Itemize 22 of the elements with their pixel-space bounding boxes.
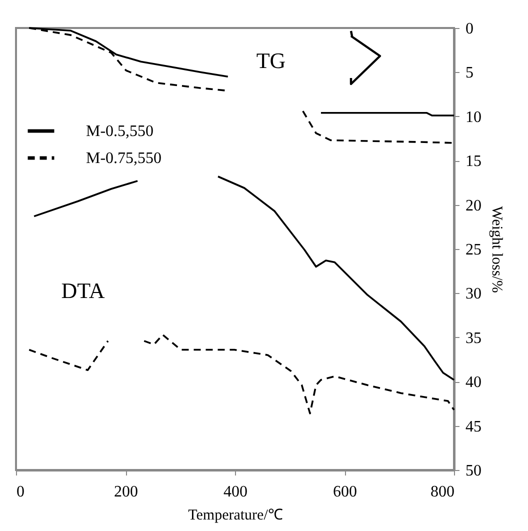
y-tick-label: 15 xyxy=(466,153,482,170)
y-tick-label: 10 xyxy=(466,108,482,126)
x-axis-title: Temperature/℃ xyxy=(188,508,283,524)
y-tick-label: 0 xyxy=(466,20,474,38)
x-tick-label: 800 xyxy=(430,484,454,500)
y-tick-label: 45 xyxy=(466,418,482,436)
x-tick-label: 200 xyxy=(114,484,138,500)
legend-label: M-0.75,550 xyxy=(86,150,162,167)
y-tick-label: 25 xyxy=(466,242,482,258)
annotation: DTA xyxy=(61,278,105,303)
y-tick-label: 40 xyxy=(466,374,482,392)
y-tick-label: 30 xyxy=(466,286,482,303)
x-tick-label: 400 xyxy=(224,484,248,500)
x-tick-label: 600 xyxy=(333,484,357,500)
y-tick-label: 20 xyxy=(466,197,482,214)
y-tick-label: 50 xyxy=(466,462,482,480)
y-tick-label: 35 xyxy=(466,330,482,347)
x-tick-label: 0 xyxy=(16,484,24,500)
legend-label: M-0.5,550 xyxy=(86,123,154,140)
annotation: TG xyxy=(256,48,286,73)
y-axis-title: Weight loss/% xyxy=(488,206,504,293)
y-tick-label: 5 xyxy=(466,64,474,82)
